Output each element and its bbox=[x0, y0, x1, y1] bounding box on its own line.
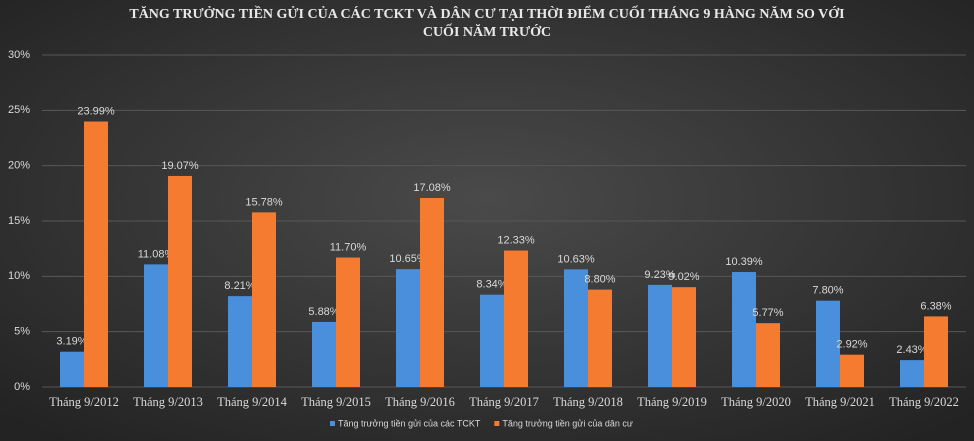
legend-label: Tăng trưởng tiền gửi của các TCKT bbox=[338, 418, 481, 428]
bar bbox=[672, 287, 696, 387]
bar bbox=[480, 294, 504, 387]
bar bbox=[924, 316, 948, 387]
x-tick-label: Tháng 9/2021 bbox=[805, 395, 875, 409]
y-tick-label: 25% bbox=[8, 104, 30, 116]
y-tick-label: 5% bbox=[14, 326, 30, 338]
bar bbox=[420, 197, 444, 387]
bar bbox=[396, 269, 420, 387]
value-label: 7.80% bbox=[812, 285, 843, 297]
value-label: 2.43% bbox=[896, 344, 927, 356]
y-tick-label: 15% bbox=[8, 215, 30, 227]
value-label: 8.34% bbox=[476, 279, 507, 291]
legend-label: Tăng trưởng tiền gửi của dân cư bbox=[502, 418, 633, 428]
value-label: 10.65% bbox=[389, 253, 427, 265]
bar bbox=[840, 354, 864, 387]
bar bbox=[228, 296, 252, 387]
value-label: 6.38% bbox=[920, 300, 951, 312]
value-label: 9.23% bbox=[644, 269, 675, 281]
x-tick-label: Tháng 9/2020 bbox=[721, 395, 791, 409]
bar bbox=[60, 351, 84, 387]
value-label: 5.88% bbox=[308, 306, 339, 318]
legend-swatch bbox=[494, 421, 500, 426]
value-label: 3.19% bbox=[56, 336, 87, 348]
value-label: 2.92% bbox=[836, 339, 867, 351]
bar bbox=[336, 257, 360, 387]
value-label: 23.99% bbox=[77, 105, 115, 117]
bar bbox=[504, 250, 528, 387]
bar bbox=[252, 212, 276, 387]
x-tick-label: Tháng 9/2012 bbox=[49, 395, 119, 409]
value-label: 9.02% bbox=[668, 271, 699, 283]
bar bbox=[756, 323, 780, 387]
value-label: 8.80% bbox=[584, 274, 615, 286]
x-tick-label: Tháng 9/2014 bbox=[217, 395, 288, 409]
x-tick-label: Tháng 9/2017 bbox=[469, 395, 539, 409]
value-label: 11.70% bbox=[330, 241, 367, 253]
bar bbox=[900, 360, 924, 387]
bar bbox=[648, 284, 672, 387]
value-label: 12.33% bbox=[497, 234, 535, 246]
bar bbox=[168, 175, 192, 387]
value-label: 8.21% bbox=[224, 280, 255, 292]
y-tick-label: 20% bbox=[8, 160, 30, 172]
y-tick-label: 30% bbox=[8, 49, 30, 61]
value-label: 11.08% bbox=[138, 248, 175, 260]
y-tick-label: 10% bbox=[8, 270, 30, 282]
bar bbox=[732, 272, 756, 387]
x-tick-label: Tháng 9/2013 bbox=[133, 395, 203, 409]
chart-title: CUỐI NĂM TRƯỚC bbox=[423, 22, 551, 40]
x-tick-label: Tháng 9/2016 bbox=[385, 395, 455, 409]
value-label: 17.08% bbox=[413, 182, 451, 194]
x-tick-label: Tháng 9/2019 bbox=[637, 395, 707, 409]
chart-title: TĂNG TRƯỞNG TIỀN GỬI CỦA CÁC TCKT VÀ DÂN… bbox=[129, 4, 844, 22]
value-label: 10.63% bbox=[557, 253, 595, 265]
bar bbox=[564, 269, 588, 387]
value-label: 10.39% bbox=[725, 256, 763, 268]
x-tick-label: Tháng 9/2015 bbox=[301, 395, 371, 409]
y-tick-label: 0% bbox=[14, 381, 30, 393]
value-label: 5.77% bbox=[752, 307, 783, 319]
x-tick-label: Tháng 9/2022 bbox=[889, 395, 959, 409]
bar bbox=[816, 300, 840, 387]
value-label: 15.78% bbox=[245, 196, 283, 208]
bar bbox=[144, 264, 168, 387]
bar bbox=[312, 321, 336, 387]
x-tick-label: Tháng 9/2018 bbox=[553, 395, 623, 409]
legend-swatch bbox=[330, 421, 335, 426]
bar bbox=[588, 289, 612, 387]
bar bbox=[84, 121, 108, 387]
value-label: 19.07% bbox=[161, 160, 199, 172]
